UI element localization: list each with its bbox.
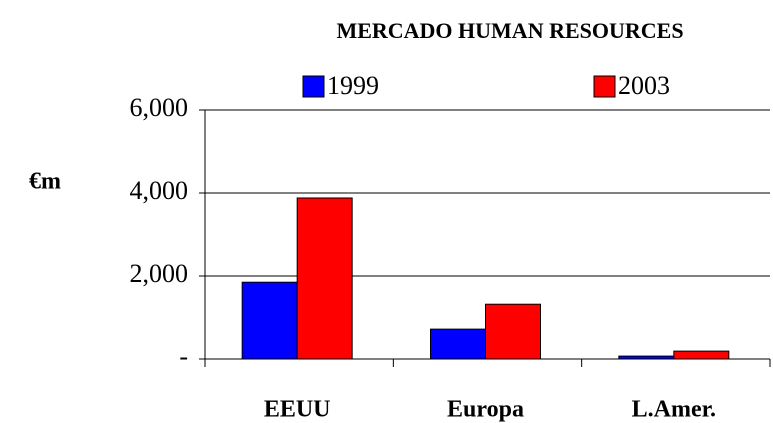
x-tick-label: L.Amer. <box>632 397 716 423</box>
y-tick-label: 4,000 <box>130 176 189 205</box>
x-tick-label: Europa <box>447 397 524 423</box>
y-tick-label: 6,000 <box>130 93 189 122</box>
y-tick-label: 2,000 <box>130 259 189 288</box>
y-tick-label: - <box>179 342 188 371</box>
bar <box>430 328 486 360</box>
bar <box>241 281 298 360</box>
legend-swatch <box>302 75 325 98</box>
bar <box>618 355 675 360</box>
legend-swatch <box>593 75 616 98</box>
x-tick-label: EEUU <box>264 397 331 423</box>
bar <box>485 303 541 360</box>
y-axis-label: €m <box>29 169 61 195</box>
chart-title: MERCADO HUMAN RESOURCES <box>336 18 683 43</box>
bar <box>296 197 353 360</box>
legend-label: 2003 <box>618 71 670 100</box>
bar <box>673 350 730 360</box>
legend-label: 1999 <box>327 71 379 100</box>
